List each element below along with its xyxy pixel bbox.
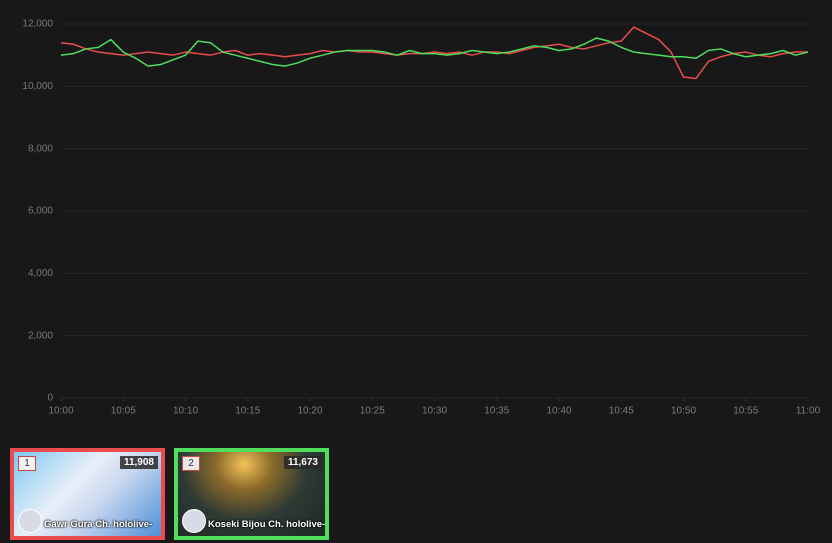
x-tick-label: 11:00	[796, 406, 821, 417]
x-tick-label: 10:55	[733, 406, 758, 417]
x-tick-label: 10:10	[173, 406, 198, 417]
y-tick-label: 12,000	[22, 19, 53, 30]
avatar	[18, 509, 42, 533]
avatar	[182, 509, 206, 533]
rank-badge: 1	[18, 456, 36, 471]
x-tick-label: 10:15	[235, 406, 260, 417]
series-line	[60, 37, 809, 67]
viewer-count: 11,908	[119, 456, 158, 469]
x-tick-label: 10:00	[48, 406, 73, 417]
x-tick-label: 10:35	[484, 406, 509, 417]
channel-name: Gawr Gura Ch. hololive-	[44, 519, 153, 530]
stream-card[interactable]: 2 11,673 Koseki Bijou Ch. hololive-	[174, 448, 329, 540]
y-tick-label: 2,000	[28, 330, 53, 341]
x-tick-label: 10:30	[422, 406, 447, 417]
x-tick-label: 10:45	[609, 406, 634, 417]
viewer-count: 11,673	[283, 456, 322, 469]
stream-card[interactable]: 1 11,908 Gawr Gura Ch. hololive-	[10, 448, 165, 540]
y-tick-label: 4,000	[28, 268, 53, 279]
x-tick-label: 10:20	[297, 406, 322, 417]
channel-name: Koseki Bijou Ch. hololive-	[208, 519, 326, 530]
x-tick-label: 10:50	[671, 406, 696, 417]
y-tick-label: 8,000	[28, 143, 53, 154]
series-line	[60, 26, 808, 80]
x-tick-label: 10:25	[360, 406, 385, 417]
chart: 0 2,000 4,000 6,000 8,000 10,000 12,000 10:00 10…	[22, 19, 821, 417]
y-tick-label: 6,000	[28, 206, 53, 217]
y-tick-label: 0	[47, 393, 53, 404]
rank-badge: 2	[182, 456, 200, 471]
x-tick-label: 10:05	[111, 406, 136, 417]
y-tick-label: 10,000	[22, 81, 53, 92]
x-tick-label: 10:40	[546, 406, 571, 417]
